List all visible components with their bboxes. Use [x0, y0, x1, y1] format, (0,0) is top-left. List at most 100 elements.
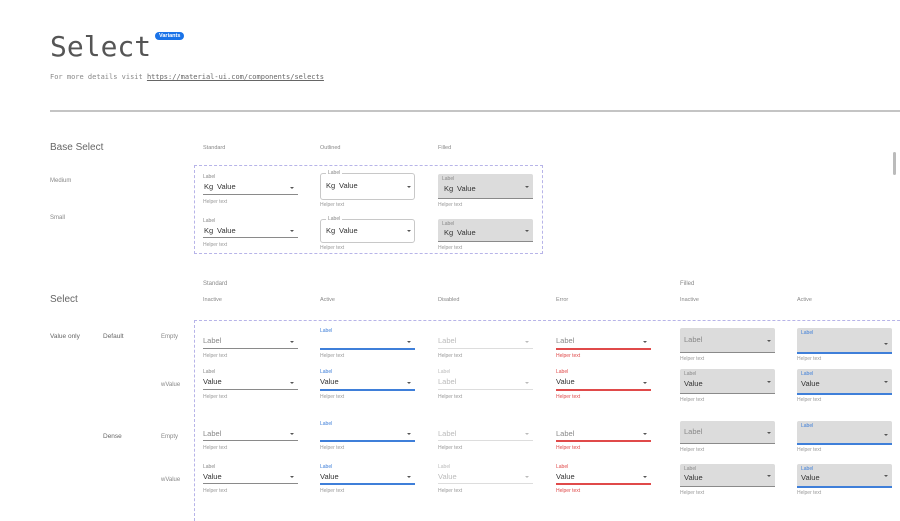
helper-text: Helper text [556, 353, 581, 359]
dropdown-arrow-icon[interactable] [407, 230, 411, 232]
dropdown-arrow-icon[interactable] [884, 434, 888, 436]
field-value: Value [684, 379, 703, 388]
col-filled-inactive: Inactive [680, 297, 699, 303]
field-value: Value [801, 473, 820, 482]
underline [797, 486, 892, 488]
col-active: Active [320, 297, 335, 303]
helper-text: Helper text [680, 356, 705, 362]
helper-text: Helper text [320, 353, 345, 359]
helper-text: Helper text [438, 488, 463, 494]
row-small: Small [50, 215, 66, 221]
dropdown-arrow-icon[interactable] [525, 341, 529, 343]
helper-text: Helper text [680, 490, 705, 496]
dropdown-arrow-icon[interactable] [767, 381, 771, 383]
field-label: Label [203, 464, 216, 470]
dropdown-arrow-icon[interactable] [643, 433, 647, 435]
dropdown-arrow-icon[interactable] [643, 382, 647, 384]
field-label: Label [320, 369, 333, 375]
filled-background [797, 369, 892, 393]
underline [320, 440, 415, 442]
dropdown-arrow-icon[interactable] [407, 433, 411, 435]
underline [203, 389, 298, 390]
underline [797, 352, 892, 354]
dropdown-arrow-icon[interactable] [290, 382, 294, 384]
underline [797, 393, 892, 395]
dropdown-arrow-icon[interactable] [884, 381, 888, 383]
underline [203, 483, 298, 484]
row-medium: Medium [50, 178, 72, 184]
field-value: Value [217, 182, 236, 191]
field-placeholder: Label [203, 336, 222, 345]
helper-text: Helper text [320, 445, 345, 451]
field-label: Label [801, 330, 814, 336]
filled-background [680, 421, 775, 443]
dropdown-arrow-icon[interactable] [290, 187, 294, 189]
filled-background [438, 174, 533, 198]
filled-background [680, 328, 775, 352]
field-label: Label [684, 371, 697, 377]
dropdown-arrow-icon[interactable] [525, 382, 529, 384]
field-value: Value [684, 473, 703, 482]
prefix: Kg [326, 226, 336, 235]
outlined-border [320, 173, 415, 200]
row-empty-dense: Empty [161, 434, 179, 440]
field-placeholder: Label [438, 429, 457, 438]
dropdown-arrow-icon[interactable] [767, 432, 771, 434]
field-value: Value [556, 472, 575, 481]
field-placeholder: Label [438, 336, 457, 345]
field-label: Label [438, 369, 451, 375]
page-title: Select [50, 30, 152, 63]
dropdown-arrow-icon[interactable] [407, 341, 411, 343]
prefix: Kg [444, 184, 454, 193]
dropdown-arrow-icon[interactable] [884, 475, 888, 477]
size-default: Default [103, 333, 124, 340]
dropdown-arrow-icon[interactable] [525, 186, 529, 188]
field-value: Value [457, 184, 476, 193]
dropdown-arrow-icon[interactable] [643, 476, 647, 478]
underline [438, 198, 533, 199]
filled-background [797, 421, 892, 443]
select-frame [194, 320, 900, 521]
dropdown-arrow-icon[interactable] [525, 433, 529, 435]
filled-background [438, 219, 533, 241]
underline [438, 348, 533, 349]
field-label: Label [801, 371, 814, 377]
dropdown-arrow-icon[interactable] [767, 340, 771, 342]
dropdown-arrow-icon[interactable] [407, 185, 411, 188]
scrollbar[interactable] [893, 152, 896, 175]
dropdown-arrow-icon[interactable] [525, 476, 529, 478]
field-label: Label [203, 218, 216, 224]
helper-text: Helper text [797, 356, 822, 362]
docs-link[interactable]: https://material-ui.com/components/selec… [146, 73, 324, 81]
helper-text: Helper text [438, 394, 463, 400]
dropdown-arrow-icon[interactable] [767, 475, 771, 477]
underline [320, 389, 415, 391]
underline [680, 486, 775, 487]
field-placeholder: Label [556, 336, 575, 345]
base-select-heading: Base Select [50, 142, 104, 153]
field-placeholder: Label [684, 427, 703, 436]
col-error: Error [556, 297, 569, 303]
dropdown-arrow-icon[interactable] [407, 382, 411, 384]
dropdown-arrow-icon[interactable] [525, 230, 529, 232]
field-value: Value [217, 226, 236, 235]
dropdown-arrow-icon[interactable] [884, 343, 888, 345]
underline [438, 241, 533, 242]
dropdown-arrow-icon[interactable] [290, 433, 294, 435]
helper-text: Helper text [203, 394, 228, 400]
underline [680, 443, 775, 444]
dropdown-arrow-icon[interactable] [290, 341, 294, 343]
dropdown-arrow-icon[interactable] [290, 476, 294, 478]
dropdown-arrow-icon[interactable] [407, 476, 411, 478]
underline [203, 348, 298, 349]
underline [320, 348, 415, 350]
field-label: Label [684, 466, 697, 472]
dropdown-arrow-icon[interactable] [643, 341, 647, 343]
helper-text: Helper text [556, 445, 581, 451]
field-label: Label [801, 423, 814, 429]
field-label: Label [442, 221, 455, 227]
dropdown-arrow-icon[interactable] [290, 230, 294, 232]
underline [438, 440, 533, 441]
helper-text: Helper text [680, 397, 705, 403]
filled-background [680, 369, 775, 393]
